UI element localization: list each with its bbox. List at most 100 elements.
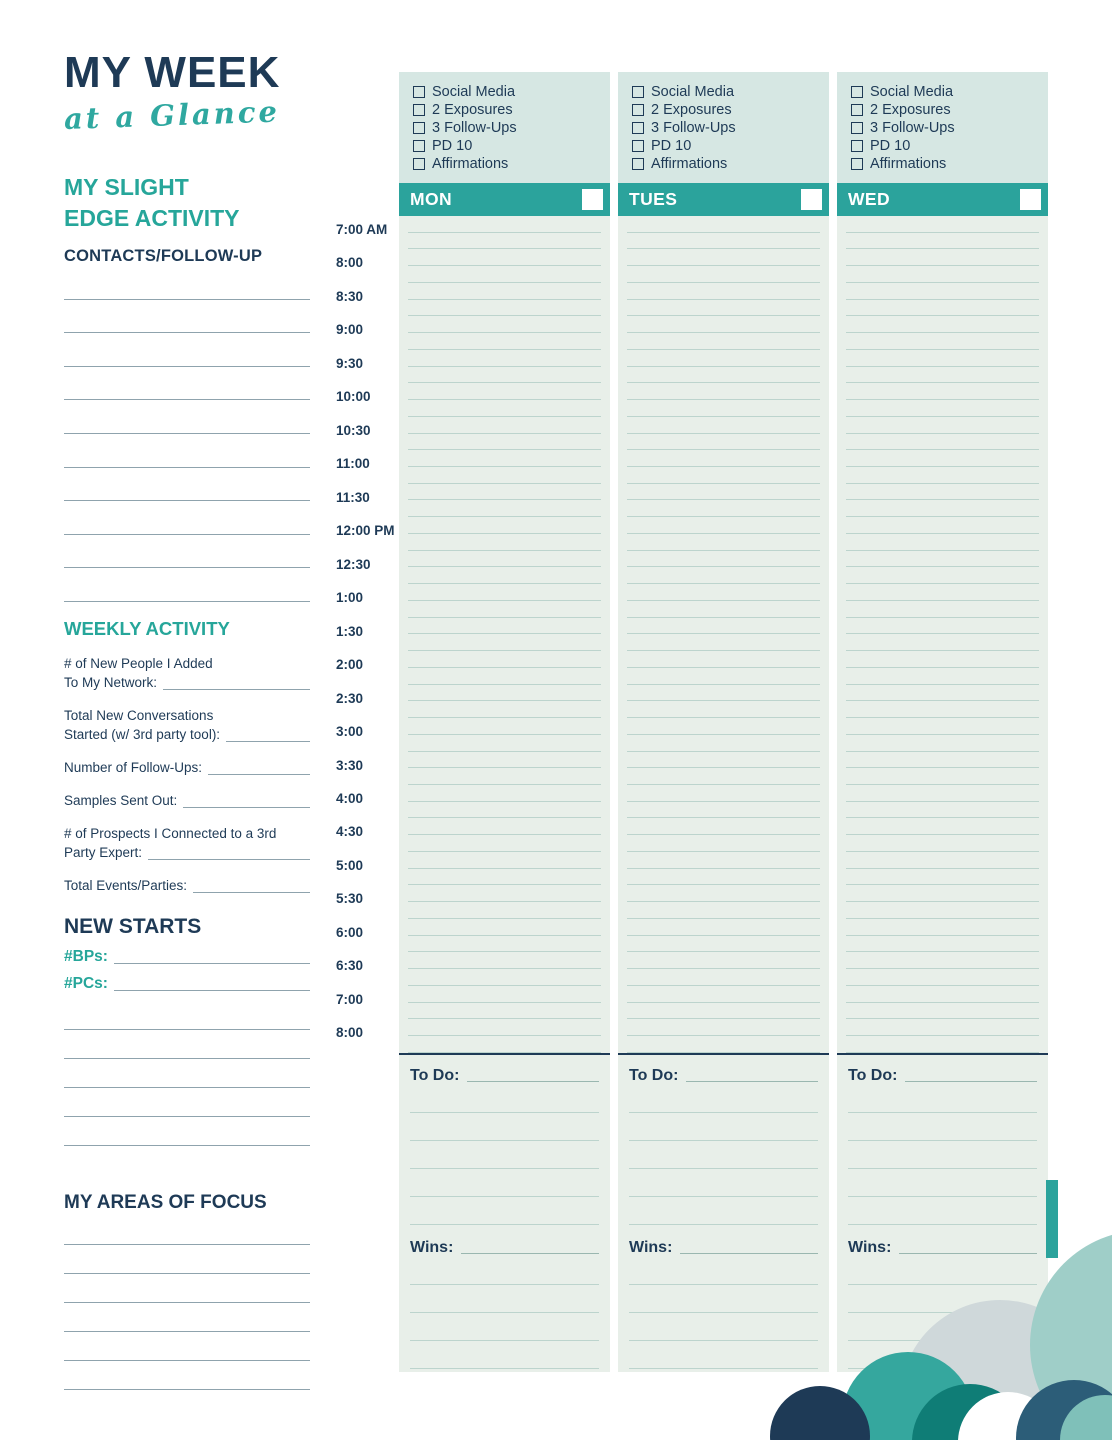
todo-blank-fill[interactable] [905, 1081, 1037, 1082]
wins-line[interactable] [848, 1341, 1037, 1369]
blank-writing-line[interactable] [64, 1303, 310, 1332]
todo-line[interactable] [629, 1113, 818, 1141]
blank-writing-line[interactable] [64, 1088, 310, 1117]
schedule-line[interactable] [408, 768, 601, 785]
schedule-line[interactable] [846, 818, 1039, 836]
schedule-line[interactable] [627, 467, 820, 484]
schedule-line[interactable] [627, 735, 820, 752]
schedule-line[interactable] [627, 785, 820, 802]
schedule-line[interactable] [846, 634, 1039, 652]
todo-blank-fill[interactable] [467, 1081, 599, 1082]
wins-line[interactable] [410, 1257, 599, 1285]
schedule-line[interactable] [846, 484, 1039, 501]
todo-line[interactable] [629, 1169, 818, 1197]
field-blank-fill[interactable] [208, 773, 310, 775]
schedule-line[interactable] [846, 835, 1039, 852]
todo-line[interactable] [848, 1197, 1037, 1225]
schedule-line[interactable] [408, 283, 601, 300]
blank-writing-line[interactable] [64, 1216, 310, 1245]
blank-writing-line[interactable] [64, 333, 310, 367]
schedule-line[interactable] [627, 400, 820, 417]
checkbox-icon[interactable] [851, 122, 863, 134]
schedule-line[interactable] [408, 752, 601, 769]
schedule-line[interactable] [408, 601, 601, 618]
schedule-line[interactable] [408, 500, 601, 518]
schedule-line[interactable] [846, 919, 1039, 936]
schedule-line[interactable] [846, 450, 1039, 468]
schedule-line[interactable] [846, 283, 1039, 300]
blank-writing-line[interactable] [64, 266, 310, 300]
checkbox-icon[interactable] [632, 104, 644, 116]
schedule-line[interactable] [846, 902, 1039, 919]
schedule-line[interactable] [846, 701, 1039, 719]
blank-writing-line[interactable] [64, 535, 310, 569]
schedule-line[interactable] [408, 400, 601, 417]
schedule-line[interactable] [627, 768, 820, 785]
field-blank-fill[interactable] [193, 891, 310, 893]
checkbox-icon[interactable] [413, 86, 425, 98]
schedule-line[interactable] [846, 500, 1039, 518]
schedule-line[interactable] [408, 718, 601, 735]
checkbox-icon[interactable] [851, 86, 863, 98]
schedule-line[interactable] [846, 383, 1039, 401]
schedule-line[interactable] [846, 1019, 1039, 1036]
schedule-line[interactable] [408, 869, 601, 886]
todo-line[interactable] [629, 1197, 818, 1225]
schedule-line[interactable] [846, 233, 1039, 250]
wins-line[interactable] [629, 1257, 818, 1285]
wins-line[interactable] [848, 1257, 1037, 1285]
checkbox-icon[interactable] [413, 140, 425, 152]
schedule-line[interactable] [627, 266, 820, 283]
schedule-line[interactable] [627, 818, 820, 836]
field-blank-fill[interactable] [163, 688, 310, 690]
schedule-line[interactable] [627, 802, 820, 819]
blank-writing-line[interactable] [64, 501, 310, 535]
schedule-line[interactable] [408, 701, 601, 719]
schedule-line[interactable] [846, 249, 1039, 267]
checkbox-icon[interactable] [413, 158, 425, 170]
schedule-line[interactable] [627, 618, 820, 635]
schedule-line[interactable] [846, 367, 1039, 384]
schedule-line[interactable] [846, 952, 1039, 970]
wins-line[interactable] [410, 1313, 599, 1341]
schedule-line[interactable] [408, 467, 601, 484]
schedule-line[interactable] [846, 651, 1039, 668]
blank-writing-line[interactable] [64, 568, 310, 602]
schedule-line[interactable] [846, 400, 1039, 417]
schedule-line[interactable] [627, 668, 820, 685]
schedule-line[interactable] [408, 802, 601, 819]
field-blank-fill[interactable] [148, 858, 310, 860]
schedule-line[interactable] [627, 752, 820, 769]
schedule-line[interactable] [408, 952, 601, 970]
blank-writing-line[interactable] [64, 468, 310, 502]
schedule-line[interactable] [627, 484, 820, 501]
schedule-line[interactable] [627, 300, 820, 317]
schedule-line[interactable] [408, 450, 601, 468]
schedule-line[interactable] [408, 785, 601, 802]
wins-blank-fill[interactable] [899, 1253, 1037, 1254]
schedule-line[interactable] [627, 216, 820, 233]
schedule-line[interactable] [408, 383, 601, 401]
schedule-line[interactable] [408, 233, 601, 250]
todo-line[interactable] [848, 1085, 1037, 1113]
schedule-line[interactable] [846, 885, 1039, 903]
schedule-line[interactable] [846, 350, 1039, 367]
blank-writing-line[interactable] [64, 1117, 310, 1146]
todo-line[interactable] [410, 1085, 599, 1113]
schedule-line[interactable] [627, 434, 820, 451]
day-checkbox[interactable] [801, 189, 822, 210]
schedule-line[interactable] [627, 852, 820, 869]
todo-line[interactable] [410, 1197, 599, 1225]
schedule-line[interactable] [627, 902, 820, 919]
schedule-line[interactable] [408, 567, 601, 585]
schedule-line[interactable] [846, 768, 1039, 785]
todo-line[interactable] [848, 1169, 1037, 1197]
wins-line[interactable] [629, 1341, 818, 1369]
schedule-line[interactable] [408, 300, 601, 317]
checkbox-icon[interactable] [632, 86, 644, 98]
schedule-line[interactable] [627, 936, 820, 953]
blank-writing-line[interactable] [64, 1361, 310, 1390]
schedule-line[interactable] [627, 534, 820, 551]
schedule-line[interactable] [408, 350, 601, 367]
schedule-line[interactable] [408, 885, 601, 903]
